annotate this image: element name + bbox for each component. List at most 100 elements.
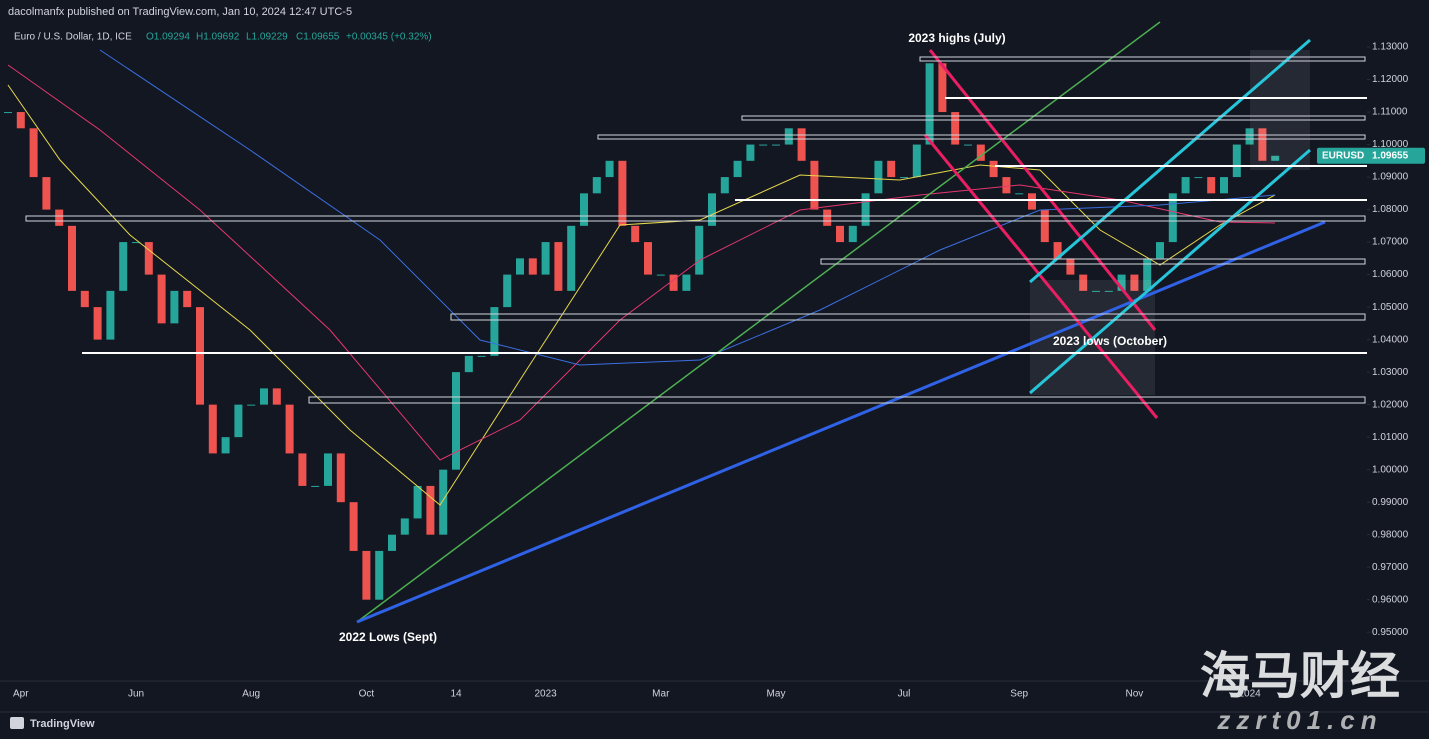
candle: [567, 225, 576, 291]
candle: [759, 144, 768, 146]
candle: [605, 160, 614, 178]
price-tag-name: EURUSD: [1322, 150, 1364, 161]
y-tick-label: 1.08000: [1372, 204, 1409, 215]
candle: [272, 388, 281, 405]
candle: [375, 550, 384, 600]
candle: [1104, 290, 1113, 292]
candle: [1092, 290, 1100, 292]
candle: [1207, 177, 1216, 194]
candle: [4, 112, 12, 114]
candle: [29, 128, 38, 178]
level-box: [741, 115, 1366, 121]
candle: [400, 518, 409, 535]
price-tag-value: 1.09655: [1372, 150, 1409, 161]
x-tick-label: Sep: [1010, 689, 1028, 700]
candle: [183, 290, 192, 308]
candle: [861, 193, 870, 226]
level-box: [25, 215, 1366, 222]
x-tick-label: 14: [450, 689, 462, 700]
ma-200: [99, 49, 1276, 366]
ohlc-high: H1.09692: [196, 32, 240, 43]
candle: [682, 274, 691, 291]
candle: [1194, 177, 1203, 179]
candle: [912, 144, 921, 178]
candle: [900, 177, 908, 179]
candle: [324, 453, 332, 486]
x-tick-label: Apr: [13, 689, 29, 700]
x-tick-label: Oct: [359, 689, 375, 700]
candle: [247, 404, 256, 406]
candle: [93, 307, 102, 340]
candle: [1181, 177, 1190, 194]
y-tick-label: 1.10000: [1372, 139, 1409, 150]
candle: [516, 258, 524, 275]
candle: [1066, 258, 1075, 275]
y-tick-label: 1.02000: [1372, 399, 1409, 410]
x-tick-label: Nov: [1126, 689, 1144, 700]
candle: [592, 177, 601, 194]
candle: [1002, 177, 1011, 194]
ohlc-change: +0.00345 (+0.32%): [346, 32, 432, 43]
x-tick-label: Jul: [898, 689, 911, 700]
candle: [1040, 209, 1049, 243]
candle: [1258, 128, 1267, 161]
candle: [16, 112, 25, 129]
candle: [797, 128, 806, 161]
candle: [1245, 128, 1254, 145]
ma-100: [7, 64, 1276, 461]
candle: [55, 209, 64, 226]
candle: [1232, 144, 1241, 178]
trendline: [356, 220, 1326, 624]
candle: [490, 307, 499, 356]
y-tick-label: 1.01000: [1372, 432, 1409, 443]
y-tick-label: 0.97000: [1372, 562, 1409, 573]
ohlc-open: O1.09294: [146, 32, 190, 43]
candle: [656, 274, 665, 276]
y-tick-label: 1.11000: [1372, 107, 1408, 118]
candle: [528, 258, 537, 275]
candle: [925, 63, 934, 145]
trendline: [356, 21, 1161, 623]
ohlc-close: C1.09655: [296, 32, 340, 43]
candle: [132, 242, 140, 244]
candle: [439, 469, 448, 535]
candle: [260, 388, 268, 405]
candle: [68, 225, 76, 291]
candle: [285, 404, 294, 454]
candle: [644, 242, 652, 275]
channel-line: [928, 49, 1157, 331]
candle: [503, 274, 512, 308]
y-tick-label: 0.96000: [1372, 594, 1409, 605]
candle: [823, 209, 832, 226]
y-tick-label: 1.07000: [1372, 237, 1409, 248]
level-box: [820, 258, 1366, 265]
candle: [388, 534, 396, 551]
candle: [426, 485, 435, 535]
publisher: dacolmanfx published on TradingView.com,…: [8, 6, 352, 18]
candle: [144, 242, 153, 275]
candle: [1130, 274, 1139, 291]
candle: [874, 160, 883, 194]
candle: [119, 242, 128, 291]
y-tick-label: 1.05000: [1372, 302, 1409, 313]
annotation: 2023 highs (July): [908, 31, 1005, 45]
candle: [810, 160, 819, 210]
x-tick-label: 2023: [534, 689, 557, 700]
annotation: 2023 lows (October): [1053, 334, 1167, 348]
candle: [1156, 242, 1164, 259]
y-tick-label: 1.13000: [1372, 42, 1409, 53]
candle: [989, 160, 998, 178]
y-tick-label: 1.06000: [1372, 269, 1409, 280]
x-tick-label: 2024: [1238, 689, 1261, 700]
candle: [1220, 177, 1228, 194]
candle: [951, 112, 960, 145]
brand[interactable]: TradingView: [30, 718, 95, 730]
candle: [1271, 155, 1280, 161]
candle: [1143, 258, 1152, 291]
candle: [170, 290, 179, 324]
candle: [1117, 274, 1126, 291]
candle: [298, 453, 307, 486]
candle: [887, 160, 896, 178]
candle: [1079, 274, 1088, 291]
